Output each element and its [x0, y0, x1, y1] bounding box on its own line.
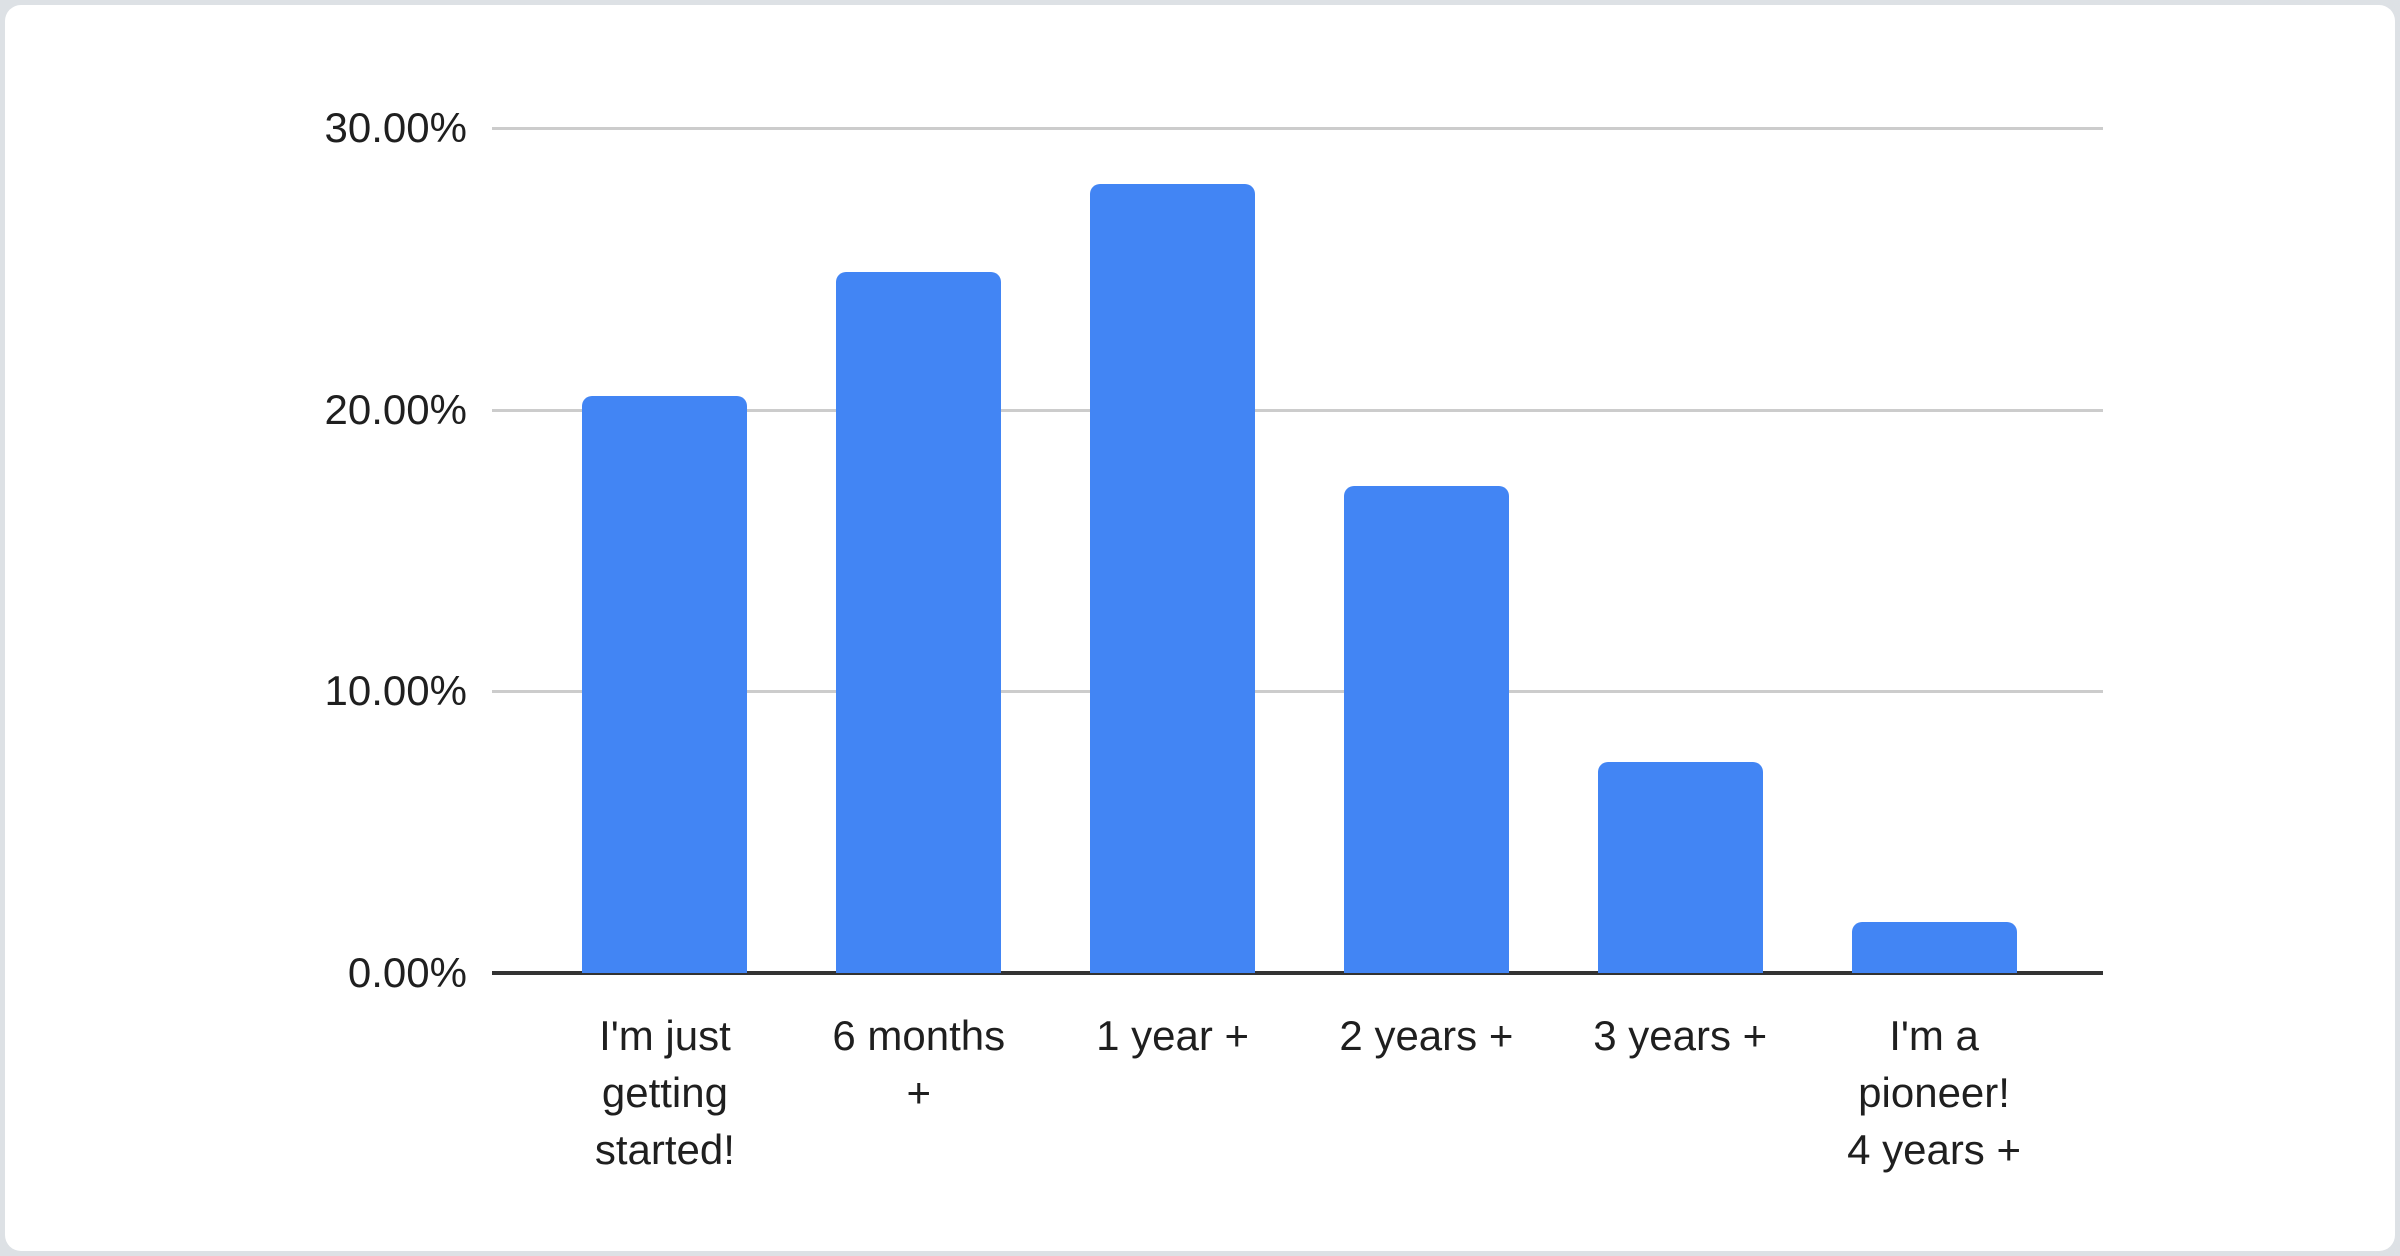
x-axis-category-label: 2 years +	[1339, 1012, 1514, 1059]
bar-6	[1851, 922, 2017, 973]
bar-slot	[792, 128, 1046, 973]
bar-slot	[538, 128, 792, 973]
bar-4	[1343, 485, 1509, 973]
chart-card: I'm just getting started! 6 months + 1 yea…	[5, 5, 2395, 1251]
bar-2	[836, 271, 1002, 973]
gridline	[492, 690, 2103, 694]
bar-slot	[1299, 128, 1553, 973]
y-axis-labels: 0.00% 10.00% 20.00% 30.00%	[5, 104, 467, 996]
bar-3	[1090, 184, 1256, 973]
x-axis-line	[492, 971, 2103, 975]
bars-row	[538, 128, 2061, 973]
x-axis-category-label: 3 years +	[1593, 1012, 1768, 1059]
y-axis-tick-label: 30.00%	[324, 104, 467, 151]
x-axis-category-label: 1 year +	[1096, 1012, 1250, 1059]
x-axis-category-label: I'm a pioneer! 4 years +	[1847, 1012, 2022, 1174]
x-axis-category-label: I'm just getting started!	[594, 1012, 735, 1174]
gridline	[492, 127, 2103, 130]
bar-slot	[1046, 128, 1300, 973]
y-axis-tick-label: 0.00%	[347, 949, 467, 996]
gridline	[492, 408, 2103, 412]
bar-5	[1597, 761, 1763, 973]
bar-slot	[1553, 128, 1807, 973]
bar-1	[582, 395, 748, 973]
x-axis-category-label: 6 months +	[832, 1012, 1006, 1117]
bar-slot	[1807, 128, 2061, 973]
y-axis-tick-label: 10.00%	[324, 667, 467, 715]
x-axis-labels: I'm just getting started! 6 months + 1 yea…	[538, 1007, 2061, 1178]
y-axis-tick-label: 20.00%	[324, 385, 467, 433]
plot-area: I'm just getting started! 6 months + 1 yea…	[492, 127, 2103, 1173]
